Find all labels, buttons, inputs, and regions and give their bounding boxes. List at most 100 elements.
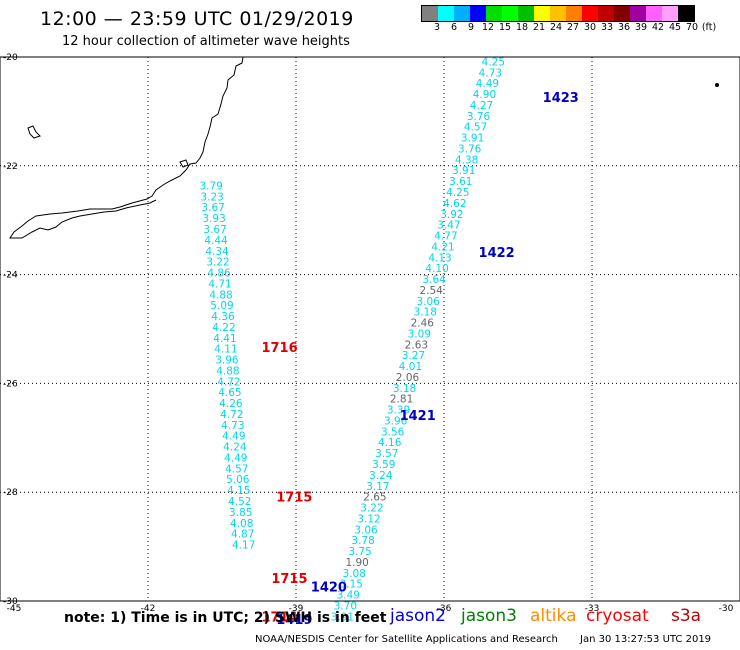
swh-value: 4.90: [473, 89, 496, 101]
swh-value: 2.54: [419, 285, 443, 297]
legend-label: 24: [549, 22, 563, 33]
pass-time-label: 1715: [271, 572, 307, 587]
legend-swatch: [678, 6, 694, 21]
swh-value: 3.59: [372, 459, 395, 471]
lon-tick-label: -30: [719, 604, 734, 614]
swh-value: 4.21: [431, 241, 454, 253]
swh-value: 3.23: [200, 191, 223, 203]
swh-value: 3.06: [417, 296, 441, 308]
legend-swatch: [518, 6, 534, 21]
swh-value: 4.86: [207, 268, 231, 280]
pass-time-label: 1419: [276, 613, 312, 628]
legend-swatch: [454, 6, 470, 21]
swh-value: 3.70: [334, 600, 357, 612]
swh-value: 4.77: [434, 231, 457, 243]
swh-value: 4.44: [204, 235, 228, 247]
swh-value: 3.67: [203, 224, 226, 236]
swh-value: 4.11: [214, 344, 237, 356]
swh-value: 4.25: [482, 56, 505, 68]
swh-value: 3.56: [381, 426, 405, 438]
swh-value: 3.91: [331, 611, 354, 623]
legend-label: 18: [515, 22, 529, 33]
lon-tick-label: -42: [141, 604, 156, 614]
swh-value: 4.87: [231, 529, 254, 541]
swh-value: 3.61: [449, 176, 472, 188]
satellite-s3a: s3a: [671, 606, 702, 626]
swh-value: 3.22: [206, 257, 229, 269]
swh-value: 3.18: [393, 383, 416, 395]
legend-swatch: [566, 6, 582, 21]
swh-value: 3.18: [414, 307, 437, 319]
legend-label: 21: [532, 22, 546, 33]
map-frame: [0, 56, 740, 602]
legend-swatch: [438, 6, 454, 21]
swh-value: 4.72: [217, 376, 240, 388]
swh-value: 3.06: [354, 524, 378, 536]
legend-label: (ft): [701, 22, 717, 33]
swh-value: 3.67: [201, 202, 224, 214]
color-legend-bar: [421, 5, 695, 22]
swh-value: 3.24: [369, 470, 393, 482]
swh-value: 4.27: [470, 100, 493, 112]
legend-swatch: [662, 6, 678, 21]
color-legend-labels: 3 6 9 12 15 18 21 24 27 30 33 36 39 42 45 70 (ft): [421, 22, 740, 36]
swh-value: 3.39: [387, 405, 410, 417]
lat-tick-label: -24: [3, 271, 18, 281]
altimeter-tracks: 3.793.233.673.933.674.444.343.224.864.71…: [199, 56, 505, 623]
swh-value: 4.16: [378, 437, 402, 449]
legend-label: 36: [617, 22, 631, 33]
swh-value: 3.91: [461, 133, 484, 145]
swh-value: 4.15: [227, 485, 250, 497]
legend-label: 6: [450, 22, 458, 33]
swh-value: 3.47: [437, 220, 460, 232]
legend-label: 12: [481, 22, 495, 33]
swh-value: 4.62: [443, 198, 466, 210]
pass-time-label: 1422: [479, 246, 515, 261]
satellite-cryosat: cryosat: [586, 606, 649, 626]
track-east: 4.254.734.494.904.273.764.573.913.764.38…: [331, 56, 505, 623]
coastline: [9, 56, 719, 239]
lat-tick-label: -26: [3, 379, 18, 389]
legend-label: 45: [668, 22, 682, 33]
swh-value: 3.85: [229, 507, 252, 519]
legend-swatch: [470, 6, 486, 21]
legend-swatch: [486, 6, 502, 21]
island-outline: [179, 159, 189, 168]
swh-value: 3.64: [422, 274, 446, 286]
swh-value: 3.15: [340, 579, 363, 591]
swh-value: 3.57: [375, 448, 398, 460]
swh-value: 4.49: [222, 431, 245, 443]
swh-value: 2.63: [405, 339, 428, 351]
legend-swatch: [582, 6, 598, 21]
swh-value: 4.34: [205, 246, 229, 258]
swh-value: 3.92: [440, 209, 463, 221]
swh-value: 4.71: [208, 278, 231, 290]
island-dot: [715, 83, 719, 87]
swh-value: 4.49: [476, 78, 499, 90]
legend-swatch: [550, 6, 566, 21]
track-west: 3.793.233.673.933.674.444.343.224.864.71…: [199, 180, 255, 551]
island-outline: [27, 125, 41, 139]
swh-value: 4.52: [228, 496, 251, 508]
swh-value: 4.57: [464, 122, 487, 134]
swh-value: 3.08: [343, 568, 366, 580]
brazil-coastline: [9, 56, 244, 239]
swh-value: 3.22: [360, 503, 383, 515]
swh-value: 3.76: [467, 111, 491, 123]
swh-value: 3.27: [402, 350, 425, 362]
swh-value: 4.73: [221, 420, 244, 432]
legend-label: 30: [583, 22, 597, 33]
swh-value: 2.81: [390, 394, 413, 406]
swh-value: 4.08: [230, 518, 253, 530]
swh-value: 4.73: [479, 67, 502, 79]
swh-value: 4.88: [216, 365, 239, 377]
swh-value: 5.09: [210, 300, 233, 312]
swh-value: 4.36: [211, 311, 235, 323]
legend-label: 27: [566, 22, 580, 33]
legend-label: 42: [651, 22, 665, 33]
legend-swatch: [502, 6, 518, 21]
legend-label: 70: [685, 22, 699, 33]
legend-swatch: [646, 6, 662, 21]
map-subtitle: 12 hour collection of altimeter wave hei…: [62, 34, 350, 49]
pass-time-label: 1716: [261, 341, 297, 356]
